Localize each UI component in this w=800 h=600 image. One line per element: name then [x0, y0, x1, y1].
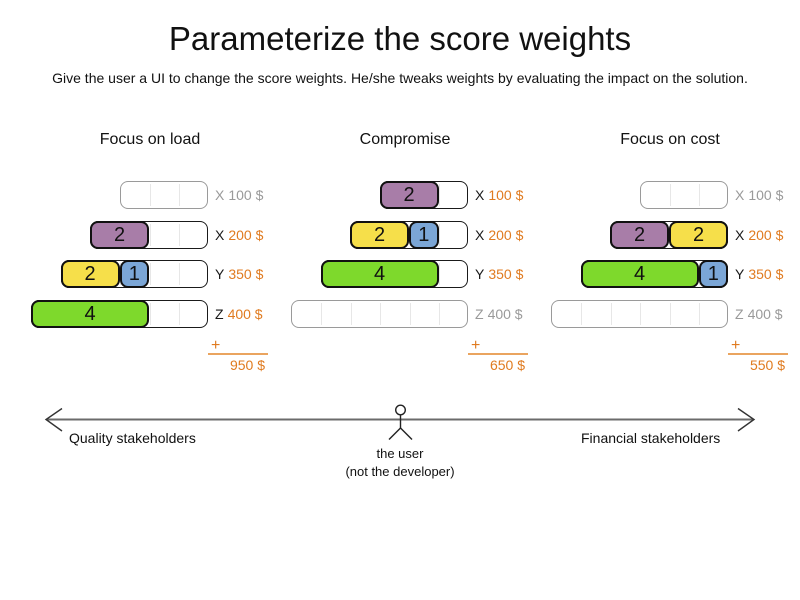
cell-divider	[699, 184, 700, 206]
user-caption-line2: (not the developer)	[345, 464, 455, 479]
row-label: X 200 $	[475, 227, 523, 243]
row-label: X 100 $	[475, 187, 523, 203]
weight-block: 2	[610, 220, 669, 249]
row-label-letter: X	[215, 226, 225, 243]
cell-divider	[640, 302, 641, 325]
row-label-price: 350 $	[228, 266, 264, 282]
row-label-price: 100 $	[228, 187, 264, 203]
cell-divider	[409, 302, 411, 325]
axis-arrowhead-right-icon	[737, 407, 756, 432]
cell-divider	[350, 302, 352, 325]
sum-value: 550 $	[749, 357, 785, 373]
cell-divider	[179, 223, 180, 246]
weight-block: 2	[350, 220, 409, 249]
user-caption-line1: the user	[376, 446, 424, 461]
weight-block: 2	[379, 181, 439, 209]
row-label-letter: X	[475, 226, 485, 243]
row-label-price: 400 $	[227, 305, 263, 322]
cell-divider	[380, 302, 381, 325]
row-label-price: 400 $	[487, 305, 523, 322]
row-label-letter: Y	[215, 266, 225, 282]
page-subtitle: Give the user a UI to change the score w…	[52, 70, 748, 86]
weight-block: 2	[90, 220, 149, 249]
weight-row-container	[119, 181, 208, 209]
weight-block: 2	[60, 260, 120, 288]
weight-block: 4	[31, 299, 149, 328]
cell-divider	[669, 302, 671, 325]
row-label-price: 200 $	[748, 226, 784, 243]
cell-divider	[149, 184, 151, 206]
sum-line	[728, 353, 788, 355]
cell-divider	[610, 302, 612, 325]
cell-divider	[179, 302, 180, 325]
row-label-letter: X	[215, 187, 225, 203]
cell-divider	[149, 263, 151, 285]
row-label: X 100 $	[215, 187, 263, 203]
axis-arrowhead-left-icon	[44, 407, 63, 432]
weight-row-container	[639, 181, 728, 209]
row-label-price: 200 $	[488, 226, 524, 243]
stakeholder-axis	[44, 404, 756, 440]
sum-line	[208, 353, 268, 355]
sum-plus-sign: +	[471, 337, 481, 354]
weight-block: 4	[580, 260, 699, 288]
row-label-letter: Y	[735, 266, 745, 282]
cell-divider	[581, 302, 582, 325]
cell-divider	[321, 302, 322, 325]
row-label-price: 350 $	[748, 266, 784, 282]
row-label: X 200 $	[215, 227, 263, 243]
row-label-letter: X	[735, 226, 745, 243]
row-label-price: 400 $	[747, 305, 783, 322]
cell-divider	[669, 184, 671, 206]
axis-label-quality-stakeholders: Quality stakeholders	[69, 430, 196, 446]
row-label: X 200 $	[735, 227, 783, 243]
cell-divider	[439, 223, 440, 246]
row-label-price: 100 $	[748, 187, 784, 203]
panel-title: Compromise	[359, 131, 451, 148]
row-label: Z 400 $	[735, 306, 783, 322]
cell-divider	[439, 184, 440, 206]
cell-divider	[179, 263, 180, 285]
page-title: Parameterize the score weights	[168, 20, 632, 57]
cell-divider	[439, 263, 440, 285]
sum-plus-sign: +	[731, 337, 741, 354]
row-label-price: 200 $	[228, 226, 264, 243]
row-label: Y 350 $	[735, 266, 783, 282]
sum-value: 650 $	[489, 357, 525, 373]
row-label: Z 400 $	[215, 306, 263, 322]
weight-block: 1	[119, 260, 149, 288]
sum-line	[468, 353, 528, 355]
row-label-price: 350 $	[488, 266, 524, 282]
weight-block: 2	[669, 220, 728, 249]
row-label: Y 350 $	[475, 266, 523, 282]
panel-title: Focus on cost	[620, 131, 720, 148]
cell-divider	[179, 184, 180, 206]
weight-row-container	[291, 299, 468, 328]
weight-block: 1	[698, 260, 728, 288]
row-label-letter: Y	[475, 266, 485, 282]
weight-block: 4	[320, 260, 439, 288]
cell-divider	[149, 302, 151, 325]
cell-divider	[439, 302, 440, 325]
row-label: X 100 $	[735, 187, 783, 203]
sum-plus-sign: +	[211, 337, 221, 354]
row-label-letter: X	[735, 187, 745, 203]
row-label-letter: Z	[475, 305, 484, 322]
cell-divider	[699, 302, 700, 325]
sum-value: 950 $	[229, 357, 265, 373]
weight-block: 1	[409, 220, 439, 249]
row-label: Z 400 $	[475, 306, 523, 322]
panel-title: Focus on load	[99, 131, 201, 148]
row-label-letter: Z	[735, 305, 744, 322]
row-label-letter: Z	[215, 305, 224, 322]
row-label-price: 100 $	[488, 187, 524, 203]
user-stick-figure-icon	[388, 404, 413, 440]
axis-label-financial-stakeholders: Financial stakeholders	[581, 430, 721, 446]
cell-divider	[149, 223, 151, 246]
row-label-letter: X	[475, 187, 485, 203]
row-label: Y 350 $	[215, 266, 263, 282]
weight-row-container	[551, 299, 728, 328]
